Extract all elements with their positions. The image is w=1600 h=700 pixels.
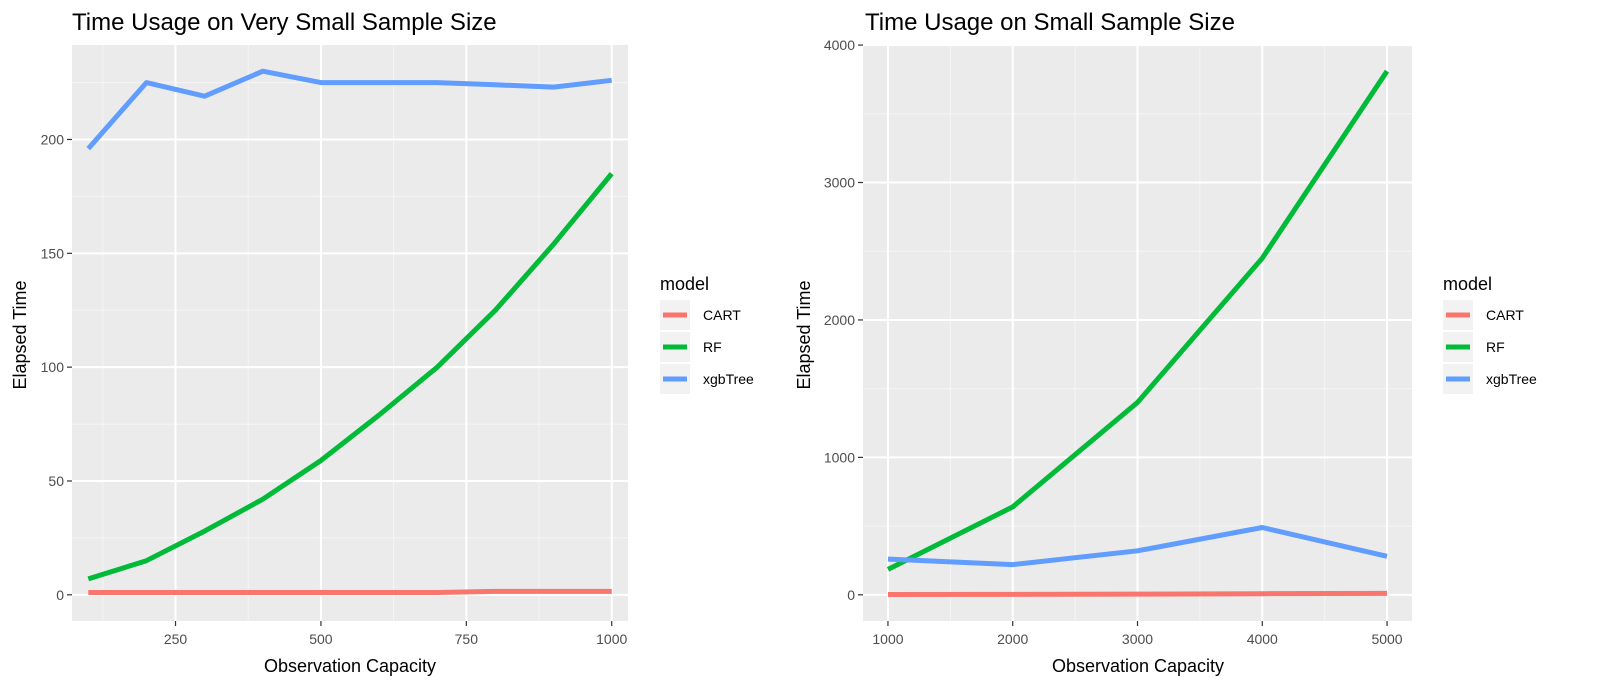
x-tick-label: 4000	[1247, 631, 1278, 647]
x-tick-label: 1000	[596, 631, 627, 647]
series-line-xgbtree	[86, 68, 612, 151]
y-tick-label: 0	[847, 587, 855, 603]
chart-right-x-axis-title: Observation Capacity	[1052, 656, 1224, 676]
chart-left-y-axis-title: Elapsed Time	[10, 280, 30, 389]
y-tick-label: 150	[41, 245, 65, 261]
legend-label-xgbtree: xgbTree	[1486, 371, 1537, 387]
legend-label-cart: CART	[703, 307, 741, 323]
chart-left-x-axis-title: Observation Capacity	[264, 656, 436, 676]
x-tick-label: 5000	[1371, 631, 1402, 647]
series-line-cart	[887, 590, 1388, 597]
y-tick-label: 2000	[824, 312, 855, 328]
y-tick-label: 3000	[824, 175, 855, 191]
y-tick-label: 4000	[824, 37, 855, 53]
x-tick-label: 250	[164, 631, 188, 647]
x-tick-label: 500	[309, 631, 333, 647]
chart-right: Time Usage on Small Sample Size 1000 2000…	[794, 9, 1537, 676]
chart-right-series	[886, 69, 1390, 597]
legend-label-xgbtree: xgbTree	[703, 371, 754, 387]
chart-left-legend-title: model	[660, 274, 709, 294]
y-tick-label: 0	[56, 587, 64, 603]
chart-right-legend: model CART RF xgbTree	[1443, 274, 1537, 394]
series-line-rf	[87, 172, 614, 582]
chart-right-title: Time Usage on Small Sample Size	[865, 9, 1235, 36]
legend-label-rf: RF	[703, 339, 722, 355]
y-tick-label: 50	[48, 473, 64, 489]
chart-right-y-axis-title: Elapsed Time	[794, 280, 814, 389]
y-tick-label: 200	[41, 131, 65, 147]
chart-left: Time Usage on Very Small Sample Size 250…	[10, 9, 754, 676]
chart-left-title: Time Usage on Very Small Sample Size	[72, 9, 497, 36]
chart-right-legend-title: model	[1443, 274, 1492, 294]
legend-label-rf: RF	[1486, 339, 1505, 355]
chart-left-legend: model CART RF xgbTree	[660, 274, 754, 394]
chart-right-y-axis: 0 1000 2000 3000 4000	[824, 37, 863, 603]
x-tick-label: 1000	[872, 631, 903, 647]
y-tick-label: 100	[41, 359, 65, 375]
chart-left-y-axis: 0 50 100 150 200	[41, 131, 72, 603]
x-tick-label: 3000	[1122, 631, 1153, 647]
legend-label-cart: CART	[1486, 307, 1524, 323]
x-tick-label: 2000	[997, 631, 1028, 647]
chart-left-x-axis: 250 500 750 1000	[164, 621, 627, 647]
y-tick-label: 1000	[824, 449, 855, 465]
chart-left-plot-panel	[72, 45, 628, 621]
chart-right-x-axis: 1000 2000 3000 4000 5000	[872, 621, 1403, 647]
chart-left-series	[86, 68, 614, 595]
series-line-cart	[88, 588, 612, 595]
x-tick-label: 750	[455, 631, 479, 647]
series-line-rf	[886, 69, 1390, 572]
chart-right-gridlines	[863, 44, 1412, 621]
series-line-xgbtree	[887, 525, 1388, 568]
